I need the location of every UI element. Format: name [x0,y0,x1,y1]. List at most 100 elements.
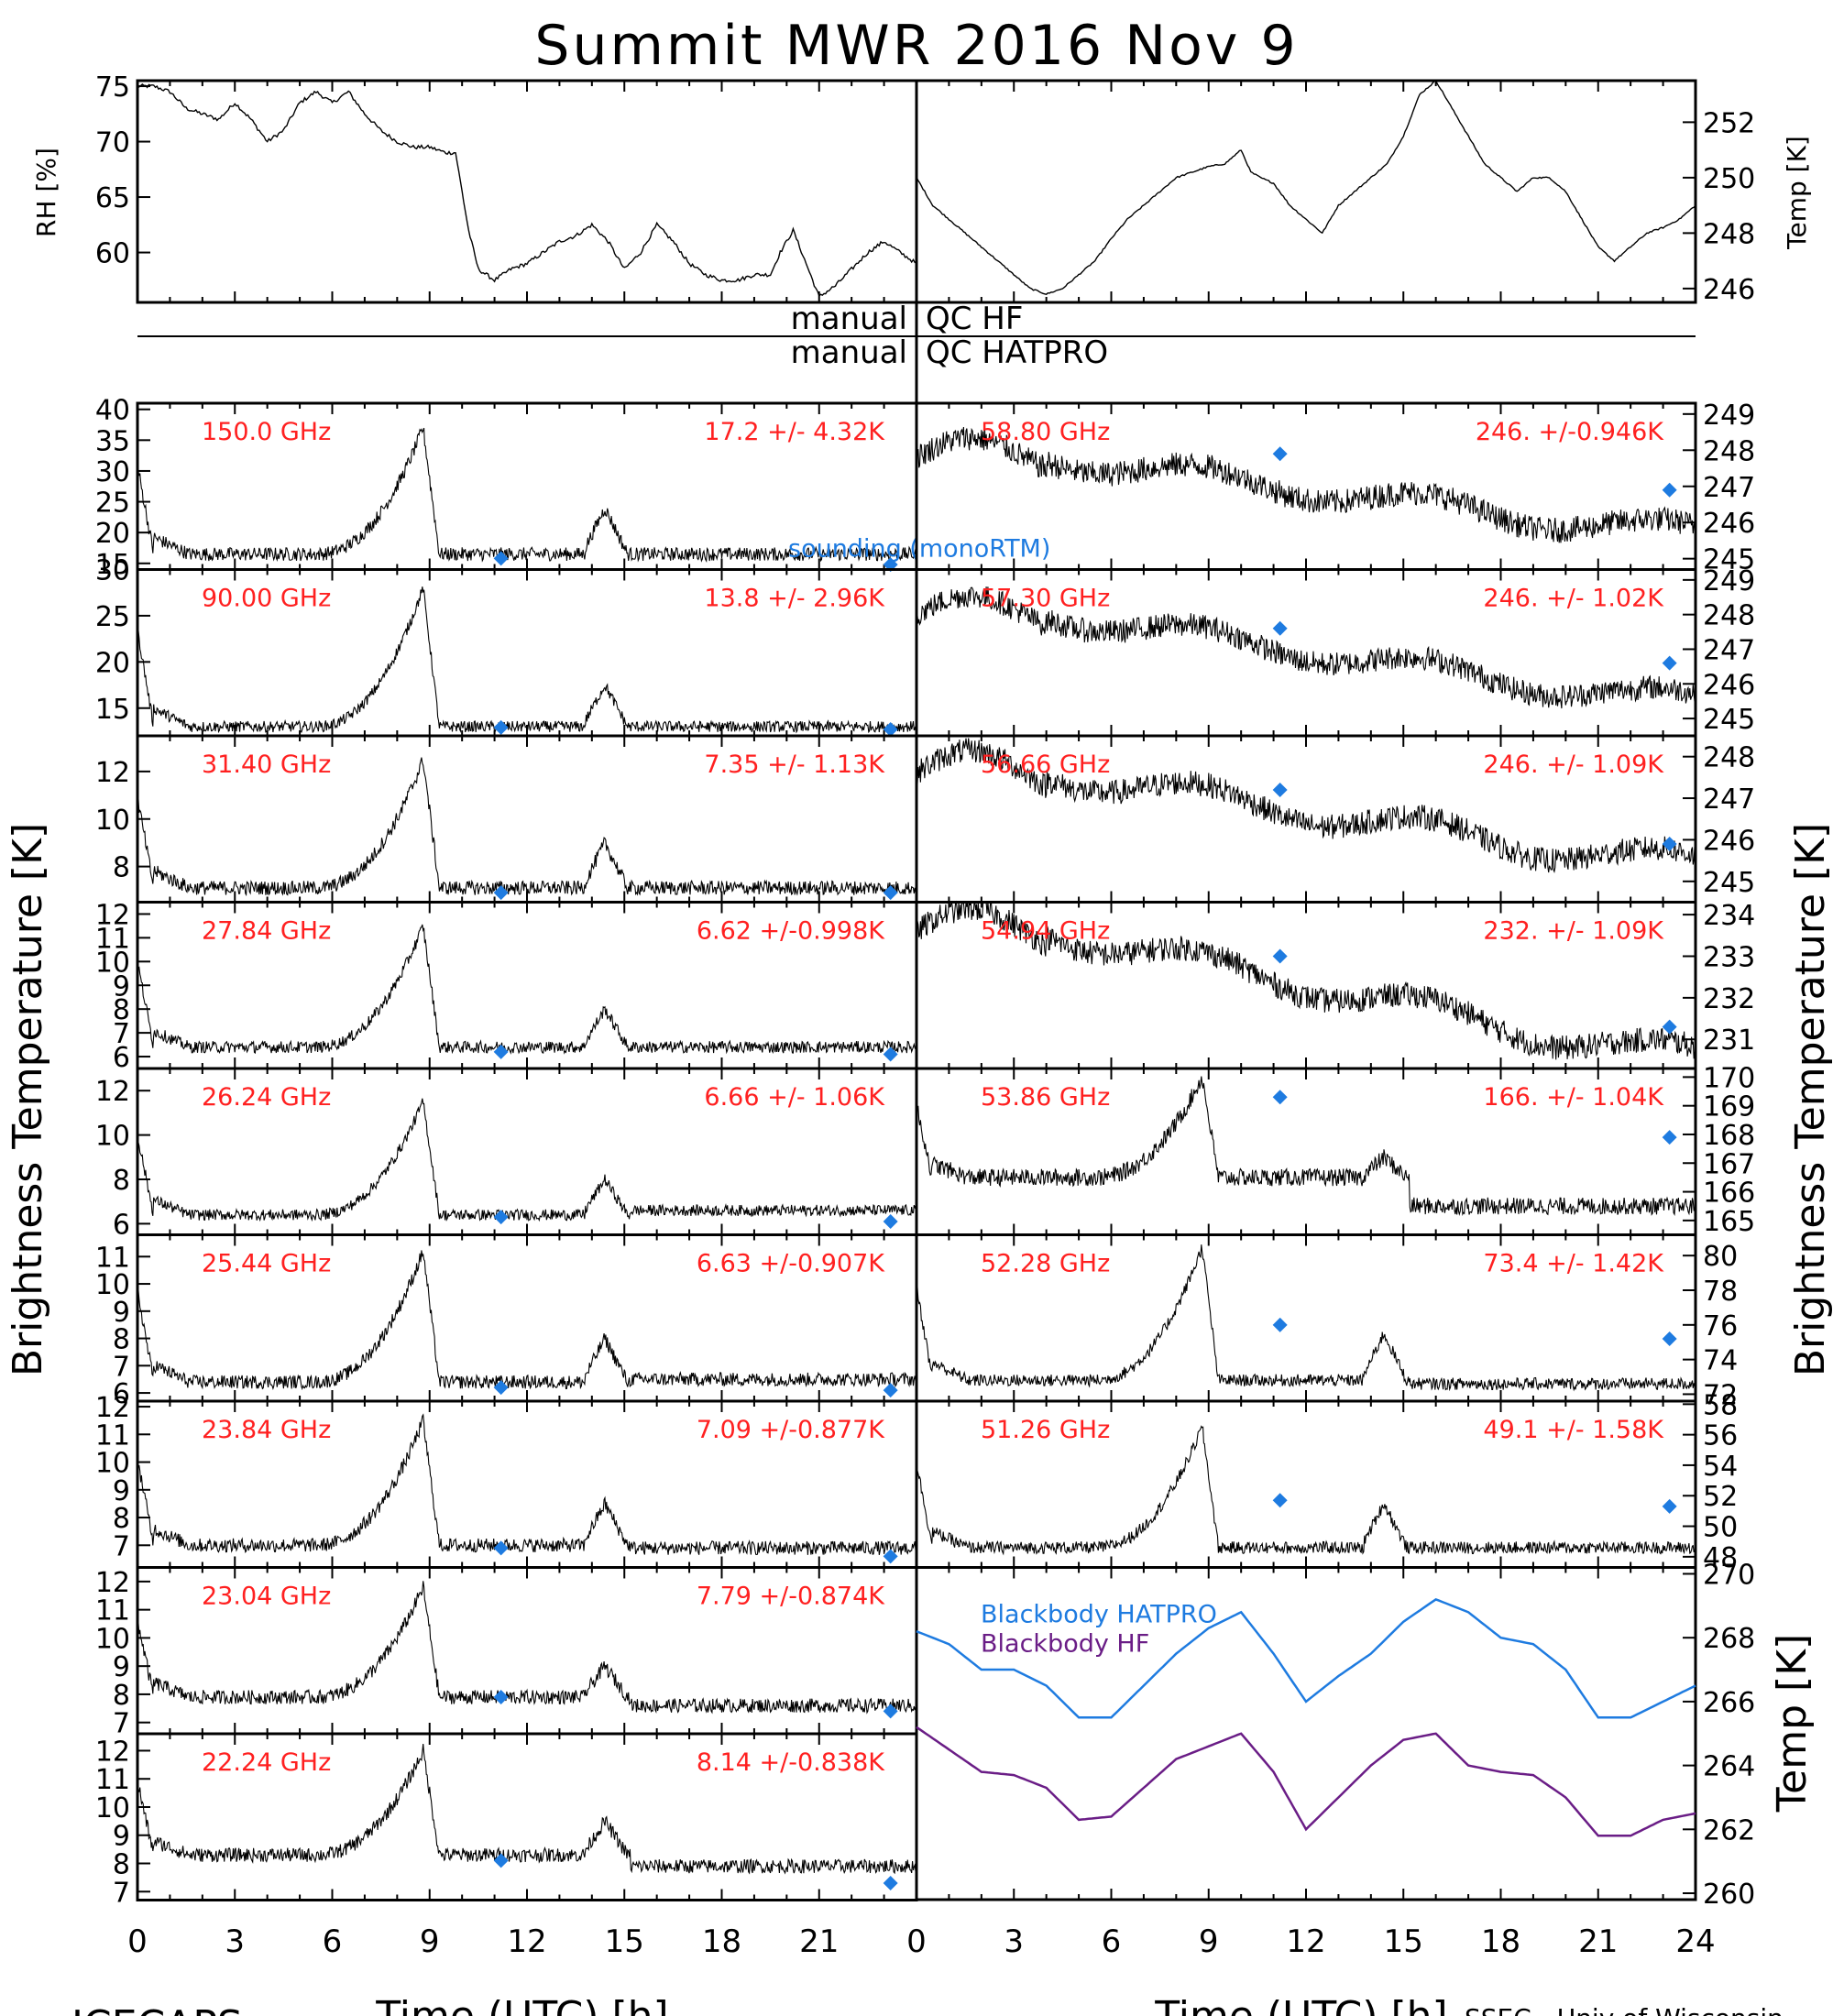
x-tick-label: 15 [605,1923,644,1960]
y-tick-label: 15 [95,694,130,726]
y-tick-label: 245 [1703,544,1755,576]
y-tick-label: 11 [95,1419,130,1452]
y-tick-label: 231 [1703,1024,1755,1057]
sounding-marker [883,1046,898,1062]
y-tick-label: 7 [113,1708,130,1740]
channel-trace [137,757,917,897]
sounding-marker [883,1213,898,1229]
channel-stats-label: 246. +/- 1.02K [1483,585,1664,613]
y-tick-label: 52 [1703,1481,1738,1513]
sounding-marker [883,1876,898,1891]
channel-frequency-label: 51.26 GHz [981,1416,1110,1444]
sounding-marker [493,719,509,735]
y-tick-label: 40 [95,395,130,427]
qc-hf-label-left: manual [791,301,907,337]
sounding-marker [493,1853,509,1868]
left-y-axis-label: Brightness Temperature [K] [5,823,51,1376]
y-tick-label: 262 [1703,1814,1755,1846]
legend-blackbody-hatpro: Blackbody HATPRO [981,1601,1217,1629]
y-tick-label: 260 [1703,1879,1755,1911]
y-tick-label: 8 [113,1324,130,1356]
sounding-marker [883,721,898,737]
y-tick-label: 72 [1703,1379,1738,1411]
channel-frequency-label: 31.40 GHz [202,751,331,779]
figure-title: Summit MWR 2016 Nov 9 [534,14,1298,78]
y-tick-label: 8 [113,1503,130,1535]
y-tick-label: 76 [1703,1310,1738,1342]
channel-trace [137,1413,917,1556]
y-tick-label: 246 [1703,508,1755,540]
channel-trace [137,1098,917,1222]
channel-stats-label: 6.62 +/-0.998K [697,917,885,946]
y-tick-label: 246 [1703,825,1755,857]
channel-trace [137,1581,917,1715]
sounding-marker [1662,1019,1677,1035]
channel-trace [137,924,917,1055]
channel-stats-label: 166. +/- 1.04K [1483,1083,1664,1112]
y-tick-label: 74 [1703,1345,1738,1377]
y-tick-label: 264 [1703,1751,1755,1783]
channel-trace [916,738,1696,874]
sounding-marker [1662,1331,1677,1346]
channel-frequency-label: 58.80 GHz [981,418,1110,446]
y-tick-label: 15 [95,549,130,581]
y-tick-label: 10 [95,1623,130,1655]
channel-stats-label: 6.63 +/-0.907K [697,1250,885,1278]
y-tick-label: 165 [1703,1206,1755,1238]
y-tick-label: 8 [113,1680,130,1712]
y-tick-label: 6 [113,1042,130,1074]
y-tick-label: 12 [95,899,130,931]
x-tick-label: 9 [420,1923,440,1960]
y-tick-label: 245 [1703,704,1755,736]
y-tick-label: 8 [113,994,130,1026]
left-x-axis-label: Time (UTC) [h] [375,1993,668,2016]
y-tick-label: 56 [1703,1420,1738,1452]
y-tick-label: 35 [95,425,130,457]
channel-frequency-label: 25.44 GHz [202,1250,331,1278]
sounding-marker [493,1540,509,1556]
x-tick-label: 6 [1102,1923,1122,1960]
rh-trace [137,82,916,298]
sounding-marker [1662,1498,1677,1514]
x-tick-label: 21 [799,1923,839,1960]
sounding-marker [1272,446,1288,462]
channel-stats-label: 232. +/- 1.09K [1483,917,1664,946]
y-tick-label: 12 [95,1076,130,1108]
sounding-marker [1272,1317,1288,1332]
sounding-marker [493,885,509,901]
y-tick-label: 248 [1703,600,1755,632]
y-tick-label: 11 [95,1242,130,1274]
sounding-marker [1662,836,1677,851]
y-tick-label: 8 [113,1165,130,1197]
y-tick-label: 20 [95,518,130,550]
channel-stats-label: 246. +/- 1.09K [1483,751,1664,779]
sounding-marker [883,1383,898,1398]
channel-stats-label: 7.79 +/-0.874K [697,1583,885,1611]
qc-hatpro-label-right: QC HATPRO [926,334,1108,371]
channel-stats-label: 7.09 +/-0.877K [697,1416,885,1444]
y-tick-label: 234 [1703,900,1755,932]
channel-stats-label: 13.8 +/- 2.96K [704,585,885,613]
y-tick-label: 270 [1703,1559,1755,1591]
qc-hatpro-label-left: manual [791,334,907,371]
channel-trace [137,427,917,563]
icecaps-label: ICECAPS [71,2002,243,2016]
channel-trace [916,1425,1696,1556]
y-tick-label: 249 [1703,400,1755,432]
channel-trace [916,900,1696,1060]
y-tick-label: 50 [1703,1512,1738,1544]
channel-frequency-label: 26.24 GHz [202,1083,331,1112]
channel-trace [916,1244,1696,1392]
y-tick-label: 6 [113,1378,130,1410]
sounding-marker [1662,655,1677,671]
channel-frequency-label: 52.28 GHz [981,1250,1110,1278]
sounding-marker [493,551,509,566]
y-tick-label: 54 [1703,1451,1738,1483]
y-tick-label: 70 [95,127,130,159]
y-tick-label: 248 [1703,218,1755,250]
y-tick-label: 248 [1703,742,1755,774]
y-tick-label: 9 [113,1821,130,1853]
sounding-marker [883,885,898,901]
y-tick-label: 233 [1703,941,1755,973]
y-tick-label: 268 [1703,1623,1755,1655]
